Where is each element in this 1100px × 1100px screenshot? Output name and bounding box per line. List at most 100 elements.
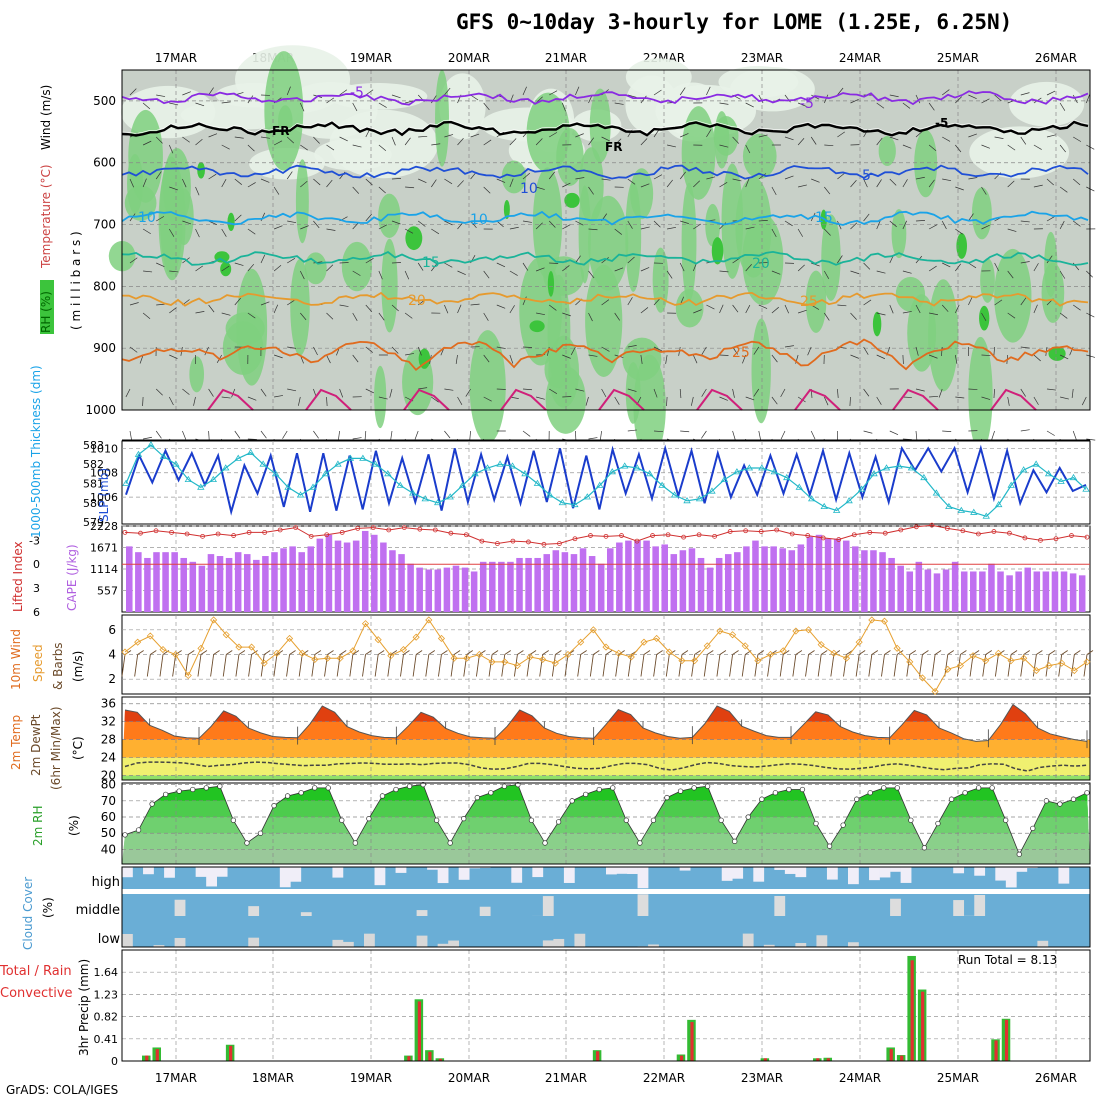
- wind-barb: [741, 654, 746, 677]
- wind-barb-flag: [200, 650, 208, 655]
- wind-barb-flag: [719, 650, 727, 655]
- cloud-low-gap: [448, 940, 459, 947]
- thickness-point: [932, 489, 941, 496]
- wind-barb: [365, 346, 374, 353]
- wind-barb: [182, 388, 190, 395]
- wind-barb: [1070, 654, 1075, 677]
- isotherm-line: [121, 291, 1089, 307]
- contour-label: FR: [272, 124, 289, 138]
- wind-barb: [299, 270, 305, 280]
- cape-bar: [479, 561, 487, 612]
- rh-point: [1003, 817, 1009, 823]
- wind-barb: [404, 137, 411, 146]
- thickness-point: [895, 462, 903, 469]
- thickness-point: [945, 502, 953, 510]
- wind-barb: [653, 388, 658, 398]
- wind-barb-flag: [820, 650, 828, 655]
- cape-bar: [842, 540, 850, 612]
- wind-barb-flag: [542, 650, 549, 655]
- wind-barb: [562, 312, 571, 317]
- wind-barb: [248, 654, 253, 677]
- date-label-top: 21MAR: [545, 51, 587, 65]
- wind-barb: [753, 388, 760, 397]
- rh-point: [745, 814, 751, 820]
- wind-barb: [928, 102, 935, 111]
- li-point: [494, 541, 500, 546]
- wind-speed-point: [1020, 654, 1028, 662]
- wind-barb: [1046, 388, 1056, 391]
- wind-barb: [811, 262, 820, 267]
- thickness-point: [583, 493, 592, 500]
- wind-barb: [667, 144, 676, 148]
- wind-barb-flag: [466, 650, 474, 655]
- wind-barb: [457, 138, 464, 146]
- cape-bar: [597, 563, 605, 612]
- cape-bar: [352, 540, 360, 612]
- thickness-point: [284, 483, 292, 490]
- wind-barb: [483, 102, 490, 111]
- wind-barb-flag: [441, 650, 448, 655]
- cloud-middle-gap: [890, 898, 901, 916]
- li-point: [712, 533, 718, 539]
- wind-barb: [129, 430, 132, 440]
- wind-barb: [1032, 654, 1037, 677]
- wind-barb: [404, 270, 410, 280]
- wind-barb: [470, 133, 480, 138]
- wind-barb: [378, 270, 383, 280]
- wind-barb: [483, 270, 490, 279]
- cape-tick-label: 2228: [90, 520, 118, 533]
- rh-moist-patch: [578, 147, 604, 224]
- wind-barb: [942, 262, 951, 268]
- wind-barb: [640, 354, 643, 364]
- wind-barb: [868, 654, 873, 677]
- wind-barb: [142, 178, 147, 188]
- wind-speed-point: [146, 632, 154, 640]
- wind-barb: [627, 256, 635, 264]
- rh-moist-patch: [189, 356, 205, 393]
- wind-barb: [221, 144, 230, 150]
- wind-barb: [496, 388, 506, 390]
- thickness-point: [620, 462, 629, 469]
- wind-barb: [509, 138, 517, 146]
- thickness-point: [446, 493, 454, 500]
- cloud-high-gap: [1005, 867, 1017, 888]
- cloud-high-gap: [627, 867, 638, 874]
- wind-barb: [483, 139, 492, 146]
- cape-bar: [879, 552, 886, 612]
- wind-barb: [364, 430, 367, 440]
- cloud-low-gap: [542, 940, 554, 947]
- wind-barb: [941, 220, 947, 230]
- wind-barb: [1086, 438, 1096, 441]
- cape-bar: [1051, 571, 1059, 612]
- slp-tick-label: 1008: [90, 467, 118, 480]
- rh-point: [840, 822, 846, 828]
- wind-barb: [221, 312, 231, 316]
- wind-barb: [837, 131, 846, 138]
- wind-speed-point: [1083, 658, 1091, 666]
- rh-moist-patch: [341, 241, 373, 292]
- cloud-low-gap: [342, 941, 354, 947]
- contour-label: 15: [815, 210, 833, 226]
- wind-barb: [692, 354, 698, 364]
- thickness-point: [234, 454, 242, 461]
- wind-barb: [417, 262, 424, 271]
- cape-bar: [198, 565, 206, 612]
- pressure-axis-label: ( m i l l i b a r s ): [69, 231, 83, 330]
- wind-barb: [732, 304, 739, 313]
- wind-barb: [260, 136, 270, 139]
- li-point: [1038, 537, 1043, 543]
- rh-point: [528, 817, 535, 823]
- wind-barb: [1033, 354, 1041, 362]
- wind-barb: [535, 267, 545, 272]
- rh-point: [1070, 796, 1077, 802]
- wind-barb: [365, 258, 374, 264]
- cloud-high-gap: [395, 867, 407, 873]
- li-point: [417, 526, 423, 532]
- thickness-point: [458, 481, 467, 488]
- wind-speed-point: [387, 652, 395, 660]
- precip-tick-label: 0.82: [94, 1011, 119, 1024]
- wind-barb: [889, 94, 899, 98]
- wind-barb: [850, 312, 857, 320]
- cape-tick-label: 557: [97, 585, 118, 598]
- cape-bar: [398, 554, 405, 612]
